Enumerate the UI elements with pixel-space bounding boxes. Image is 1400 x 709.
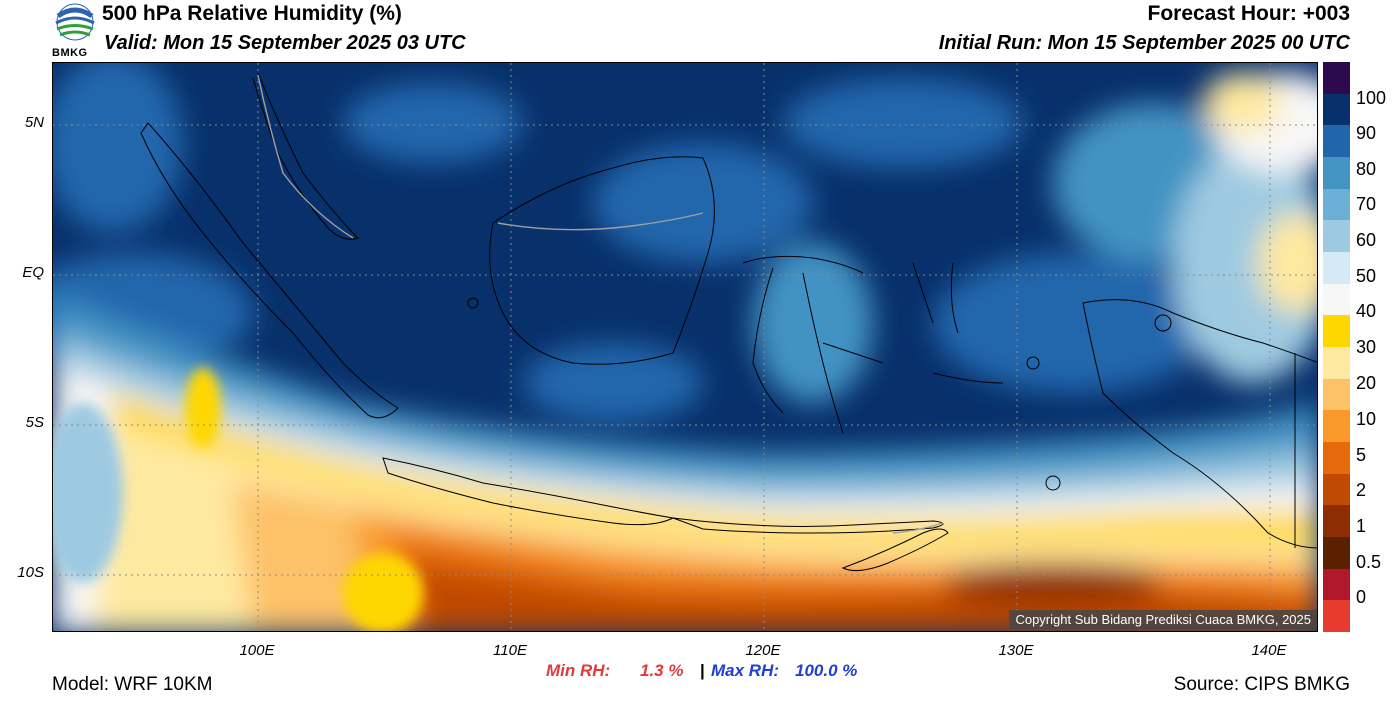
colorbar-label: 80	[1356, 159, 1377, 179]
colorbar-cell	[1323, 283, 1350, 316]
colorbar-label: 90	[1356, 123, 1377, 143]
colorbar-label: 0	[1356, 587, 1367, 607]
colorbar-cell	[1323, 537, 1350, 570]
forecast-hour: Forecast Hour: +003	[1147, 2, 1351, 25]
country-borders	[257, 74, 944, 534]
lon-label-110e: 110E	[493, 642, 527, 659]
humidity-map	[52, 62, 1318, 632]
min-rh-value: 1.3 %	[640, 661, 684, 680]
colorbar-cell	[1323, 315, 1350, 348]
lat-label-5s: 5S	[25, 414, 44, 431]
lon-label-130e: 130E	[998, 642, 1034, 659]
colorbar-cell	[1323, 347, 1350, 380]
colorbar-cell	[1323, 410, 1350, 443]
max-rh-label: Max RH:	[711, 661, 780, 680]
model-label: Model: WRF 10KM	[52, 674, 213, 695]
colorbar-label: 5	[1356, 445, 1367, 465]
colorbar-label: 2	[1356, 480, 1367, 500]
lon-label-120e: 120E	[745, 642, 781, 659]
graticule	[53, 63, 1317, 631]
lat-label-eq: EQ	[22, 264, 44, 281]
min-rh-label: Min RH:	[546, 661, 611, 680]
colorbar-cell	[1323, 220, 1350, 253]
colorbar-label: 20	[1356, 373, 1377, 393]
colorbar-cell	[1323, 505, 1350, 538]
source-label: Source: CIPS BMKG	[1173, 674, 1350, 695]
colorbar-cell	[1323, 473, 1350, 506]
field-moist-patches	[53, 63, 1317, 423]
copyright-note: Copyright Sub Bidang Prediksi Cuaca BMKG…	[1009, 610, 1317, 629]
max-rh-value: 100.0 %	[795, 661, 858, 680]
humidity-map-svg	[53, 63, 1317, 631]
colorbar-label: 50	[1356, 266, 1377, 286]
colorbar-label: 100	[1356, 88, 1387, 108]
colorbar-cell	[1323, 93, 1350, 126]
colorbar-cell	[1323, 442, 1350, 475]
colorbar-cell	[1323, 125, 1350, 158]
bmkg-logo-icon	[55, 3, 95, 41]
initial-run: Initial Run: Mon 15 September 2025 00 UT…	[938, 32, 1350, 54]
colorbar-cell	[1323, 378, 1350, 411]
chart-title: 500 hPa Relative Humidity (%)	[102, 2, 402, 25]
colorbar-cell	[1323, 600, 1350, 633]
colorbar-label: 10	[1356, 409, 1377, 429]
valid-time: Valid: Mon 15 September 2025 03 UTC	[104, 32, 466, 54]
colorbar-label: 70	[1356, 194, 1377, 214]
logo-text: BMKG	[52, 47, 88, 59]
lon-label-140e: 140E	[1251, 642, 1287, 659]
colorbar-label: 1	[1356, 516, 1367, 536]
colorbar-label: 60	[1356, 230, 1377, 250]
colorbar-cell	[1323, 188, 1350, 221]
lon-label-100e: 100E	[239, 642, 275, 659]
colorbar-label: 40	[1356, 301, 1377, 321]
colorbar-cell	[1323, 157, 1350, 190]
colorbar-cell	[1323, 252, 1350, 285]
lat-label-10s: 10S	[17, 564, 44, 581]
field-west-dry	[53, 368, 423, 631]
colorbar	[1323, 62, 1350, 633]
colorbar-label: 0.5	[1356, 552, 1382, 572]
colorbar-cell	[1323, 62, 1350, 95]
colorbar-cell	[1323, 568, 1350, 601]
stats-separator: |	[700, 661, 705, 680]
lat-label-5n: 5N	[24, 114, 44, 131]
colorbar-label: 30	[1356, 337, 1377, 357]
